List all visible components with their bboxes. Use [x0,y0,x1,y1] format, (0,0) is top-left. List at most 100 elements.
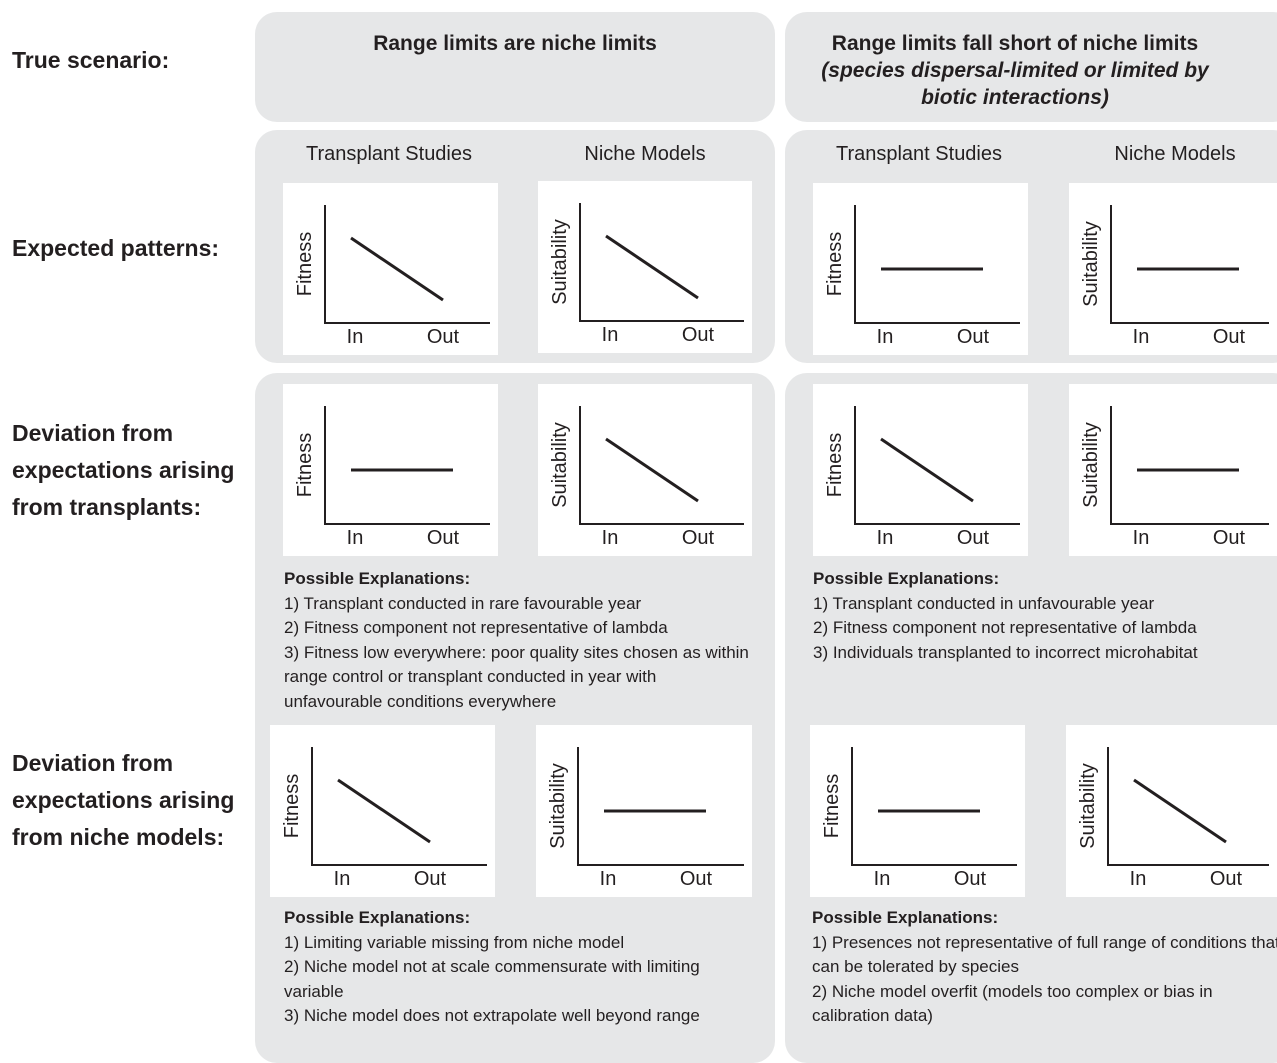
y-axis-label: Fitness [294,433,316,497]
trend-line [605,437,699,503]
y-axis-label: Suitability [549,422,571,508]
mini-plot: Fitness In Out [810,725,1025,897]
x-axis-label: Out [957,527,990,549]
explanations: Possible Explanations: 1) Presences not r… [812,906,1277,1029]
x-axis-label: Out [1213,527,1246,549]
explanation-item: 1) Transplant conducted in rare favourab… [284,593,642,613]
mini-plot: Fitness In Out [813,384,1028,556]
axes [1110,406,1269,525]
x-axis-label: Out [957,326,990,348]
x-axis-label: In [1133,326,1150,348]
mini-plot-svg: Suitability In Out [549,203,744,346]
explanations: Possible Explanations: 1) Transplant cond… [284,567,759,714]
y-axis-label: Suitability [1080,422,1102,508]
y-axis-label: Suitability [1080,221,1102,307]
y-axis-label: Suitability [547,763,569,849]
mini-plot-svg: Fitness In Out [281,747,487,890]
x-axis-label: Out [954,868,987,890]
mini-plot: Suitability In Out [1069,183,1277,355]
mini-plot: Suitability In Out [536,725,752,897]
axes [577,747,744,866]
mini-plot: Suitability In Out [1066,725,1277,897]
scenario-subtitle: (species dispersal-limited or limited by… [821,59,1209,109]
x-axis-label: Out [427,326,460,348]
mini-plot: Fitness In Out [283,384,498,556]
explanation-heading: Possible Explanations: [284,908,471,927]
x-axis-label: In [874,868,891,890]
method-header: Niche Models [584,143,706,165]
explanation-heading: Possible Explanations: [812,908,999,927]
mini-plot: Suitability In Out [1069,384,1277,556]
axes [854,406,1020,525]
row-label: Deviation from expectations arising from… [12,420,235,520]
x-axis-label: Out [680,868,713,890]
axes [1110,205,1269,324]
mini-plot-svg: Suitability In Out [1080,205,1269,348]
mini-plot-svg: Fitness In Out [824,205,1020,348]
axes [854,205,1020,324]
x-axis-label: In [877,527,894,549]
method-header: Transplant Studies [835,143,1002,165]
x-axis-label: In [602,527,619,549]
y-axis-label: Fitness [821,774,843,838]
mini-plot: Suitability In Out [538,384,752,556]
row-label: Deviation from expectations arising from… [12,750,235,850]
explanation-item: 1) Presences not representative of full … [812,932,1277,977]
axes [324,205,490,324]
mini-plot-svg: Fitness In Out [824,406,1020,549]
y-axis-label: Fitness [824,433,846,497]
explanations: Possible Explanations: 1) Limiting variab… [284,906,759,1029]
trend-line [605,234,699,300]
x-axis-label: Out [427,527,460,549]
x-axis-label: Out [682,324,715,346]
y-axis-label: Fitness [294,232,316,296]
mini-plot: Suitability In Out [538,181,752,353]
x-axis-label: Out [414,868,447,890]
y-axis-label: Fitness [824,232,846,296]
mini-plot: Fitness In Out [813,183,1028,355]
header-box [255,12,775,122]
axes [579,203,744,322]
x-axis-label: In [600,868,617,890]
explanation-heading: Possible Explanations: [813,569,1000,588]
axes [311,747,487,866]
explanation-item: 1) Limiting variable missing from niche … [284,932,625,952]
explanation-item: 3) Individuals transplanted to incorrect… [813,642,1198,662]
explanation-item: 2) Niche model overfit (models too compl… [812,981,1213,1026]
page: True scenario: Expected patterns: Deviat… [12,12,1277,1063]
method-header: Transplant Studies [305,143,472,165]
y-axis-label: Suitability [1077,763,1099,849]
row-label: Expected patterns: [12,235,220,261]
trend-line [1133,778,1227,844]
explanation-item: 3) Niche model does not extrapolate well… [284,1006,700,1025]
trend-line [880,437,974,503]
mini-plot-svg: Fitness In Out [294,205,490,348]
axes [579,406,744,525]
mini-plot-svg: Fitness In Out [821,747,1017,890]
trend-line [350,236,444,302]
scenario-title: Range limits are niche limits [373,32,657,55]
method-header: Niche Models [1114,143,1236,165]
mini-plot-svg: Fitness In Out [294,406,490,549]
x-axis-label: In [877,326,894,348]
y-axis-label: Suitability [549,219,571,305]
x-axis-label: Out [1210,868,1243,890]
axes [1107,747,1269,866]
x-axis-label: In [347,527,364,549]
x-axis-label: In [334,868,351,890]
x-axis-label: In [1133,527,1150,549]
x-axis-label: In [347,326,364,348]
explanation-item: 2) Fitness component not representative … [813,618,1197,637]
mini-plot: Fitness In Out [270,725,495,897]
axes [324,406,490,525]
explanation-item: 3) Fitness low everywhere: poor quality … [284,642,749,711]
mini-plot-svg: Suitability In Out [1077,747,1269,890]
scenario-header: Range limits fall short of niche limits … [795,30,1235,111]
y-axis-label: Fitness [281,774,303,838]
mini-plot: Fitness In Out [283,183,498,355]
x-axis-label: In [1130,868,1147,890]
x-axis-label: In [602,324,619,346]
explanation-item: 2) Niche model not at scale commensurate… [284,957,700,1001]
trend-line [337,778,431,844]
x-axis-label: Out [1213,326,1246,348]
